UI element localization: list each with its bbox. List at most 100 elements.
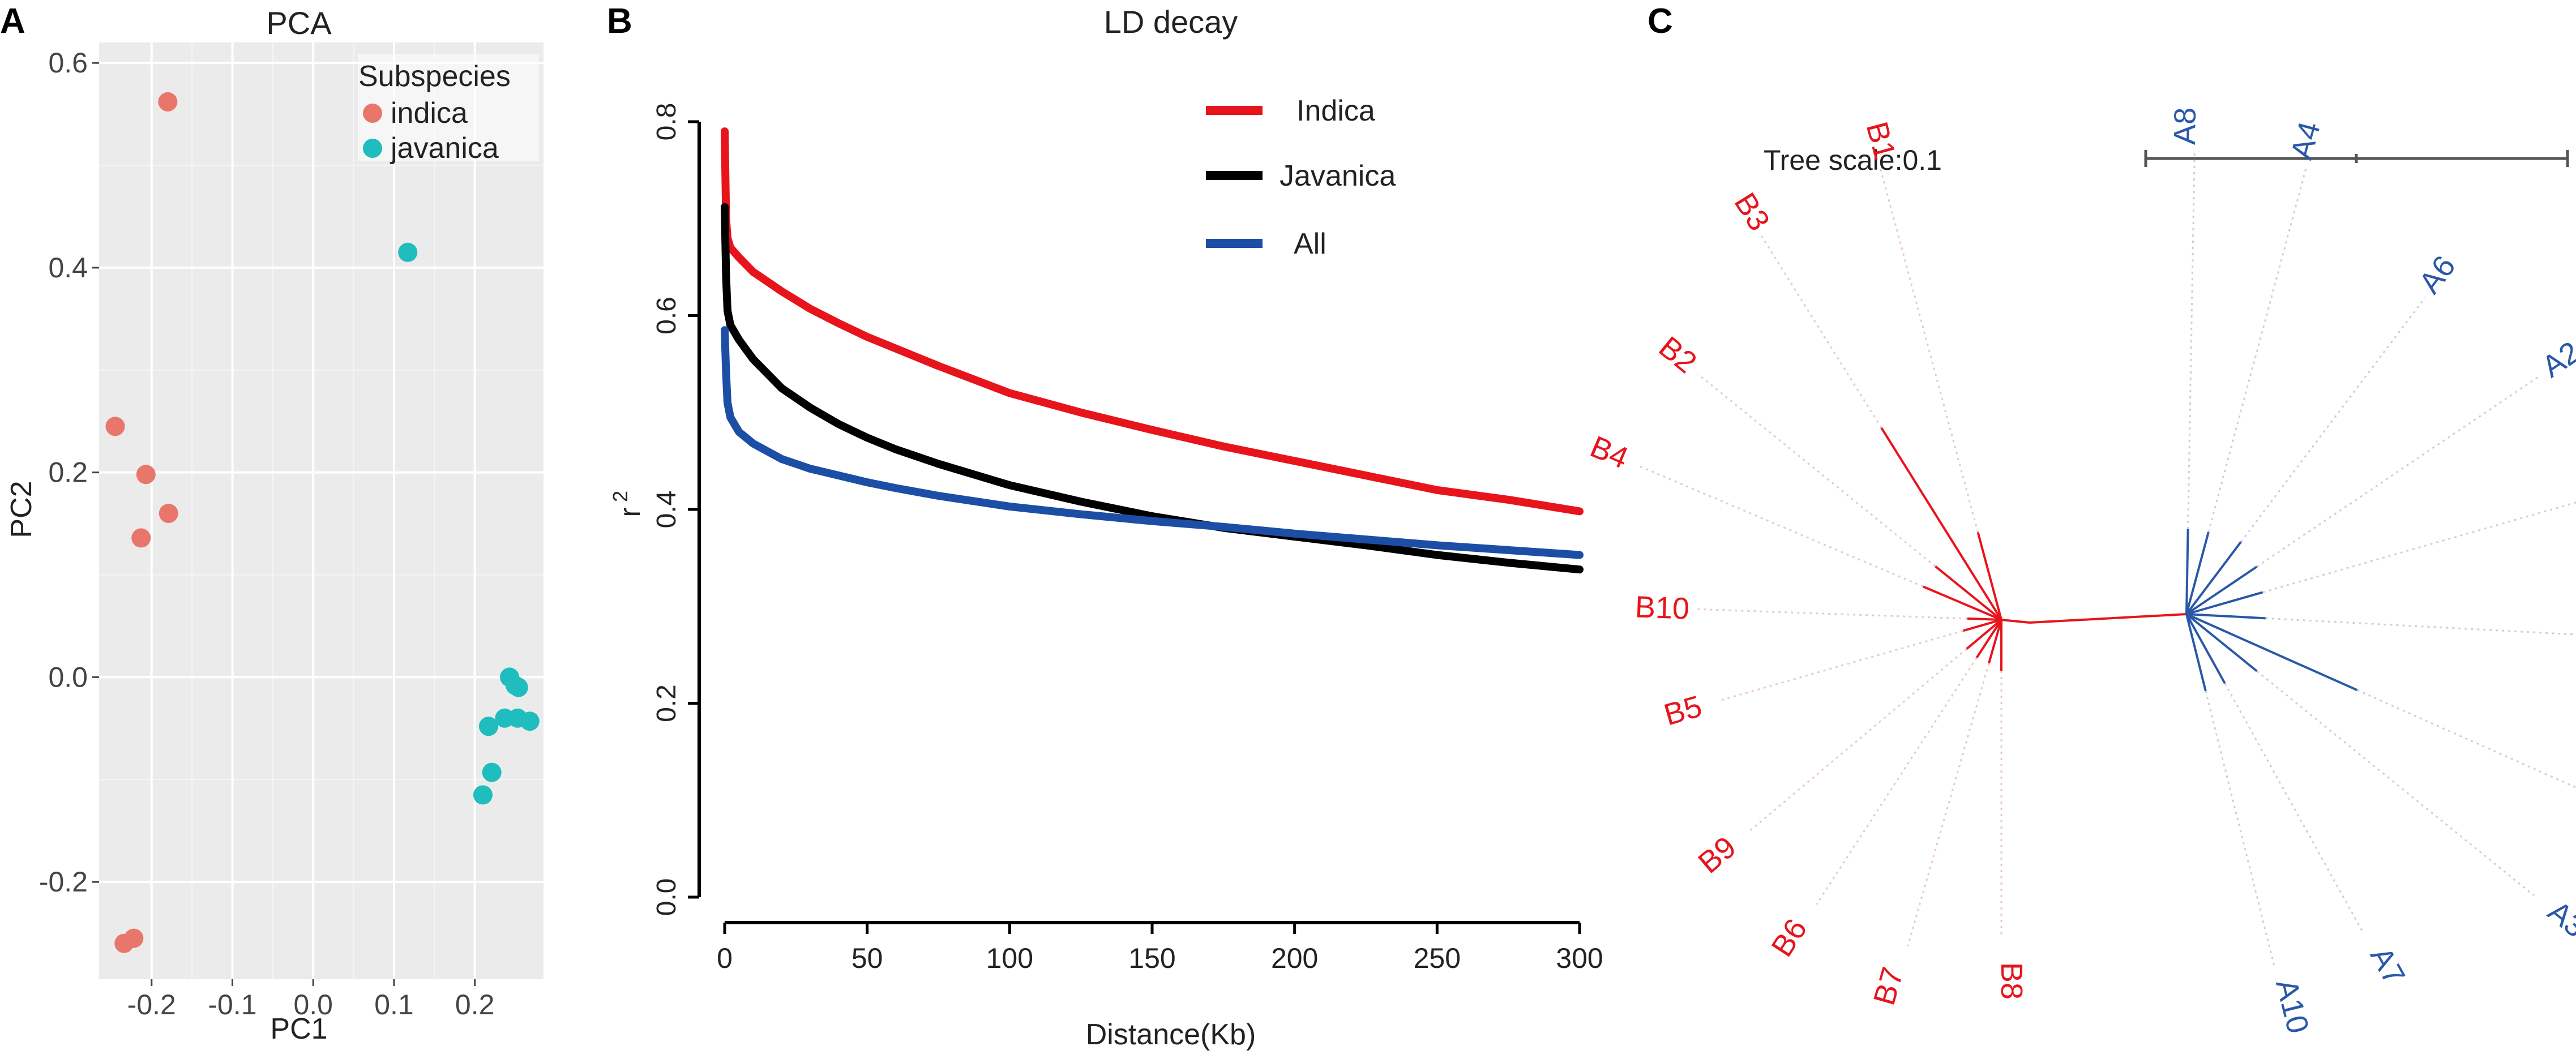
pca-y-tick-label: 0.6 [48, 47, 88, 79]
tree-leaf-guide [2262, 501, 2576, 593]
ld-y-axis-label: r 2 [609, 491, 647, 517]
pca-legend-title: Subspecies [358, 60, 511, 93]
pca-legend-box [358, 54, 539, 161]
tree-branch-a [2185, 613, 2258, 672]
tree-branch-b [1988, 619, 2002, 664]
tree-leaf-guide [1718, 629, 1964, 702]
pca-x-tick-label: -0.1 [208, 989, 256, 1021]
pca-point-javanica [482, 762, 502, 782]
tree-branch-b-internal [2001, 619, 2030, 624]
tree-leaf-guide [2256, 670, 2535, 897]
legend-javanica-marker [363, 139, 382, 158]
tree-leaf-label: B6 [1765, 913, 1813, 963]
ld-line-indica [721, 127, 1584, 516]
tree-leaf-guide [2207, 165, 2308, 533]
tree-branch-a [2185, 531, 2210, 615]
tree-leaf-guide [1697, 373, 1936, 567]
ld-line-javanica [721, 203, 1584, 574]
ld-y-tick-label: 0.0 [652, 878, 682, 916]
tree-branch-b [1975, 619, 2002, 659]
tree-leaf-label: A8 [2168, 107, 2202, 145]
tree-leaf-guide [1907, 663, 1990, 947]
pca-point-indica [159, 504, 178, 524]
tree-branch-a [2185, 565, 2258, 615]
ld-x-tick-label: 250 [1414, 942, 1461, 974]
tree-leaf-label: B2 [1653, 330, 1703, 380]
panel-b-label: B [607, 2, 632, 41]
tree-branch-a [2186, 613, 2266, 620]
pca-y-tick-label: 0.2 [48, 457, 88, 488]
pca-legend: Subspecies indica javanica [358, 54, 539, 165]
pca-x-axis-label: PC1 [270, 1013, 327, 1045]
tree-central-branch [2029, 613, 2187, 624]
tree-branch-a [2185, 614, 2226, 684]
tree-branch-b [1967, 617, 2002, 621]
pca-x-tick-label: 0.1 [374, 989, 414, 1021]
panel-c-tree: C Tree scale:0.1 A8A4A6A2A5A9A1A3A7A10B1… [1585, 2, 2576, 1037]
tree-leaf-label: A7 [2364, 941, 2412, 991]
panel-a-label: A [0, 2, 25, 41]
ld-y-tick-label: 0.6 [652, 297, 682, 335]
tree-leaf-guide [1696, 608, 1968, 620]
tree-leaf-label: A2 [2536, 335, 2576, 384]
pca-grid [99, 42, 544, 979]
pca-title: PCA [266, 5, 332, 41]
tree-leaves: A8A4A6A2A5A9A1A3A7A10B1B3B2B4B10B5B9B6B7… [1585, 107, 2576, 1036]
tree-branches [1636, 150, 2576, 966]
ld-x-axis-label: Distance(Kb) [1086, 1018, 1256, 1051]
pca-point-javanica [508, 678, 528, 697]
tree-scale-label: Tree scale:0.1 [1764, 144, 1942, 176]
pca-point-indica [105, 417, 125, 436]
pca-y-tick-label: 0.4 [48, 252, 88, 284]
pca-point-javanica [398, 242, 418, 262]
ld-y-axis-label-base: r [614, 507, 647, 517]
tree-leaf-guide [2256, 376, 2539, 568]
ld-x-tick-label: 150 [1128, 942, 1175, 974]
ld-lines [721, 127, 1584, 574]
pca-x-tick-label: 0.0 [293, 989, 333, 1021]
ld-x-tick-label: 100 [986, 942, 1033, 974]
tree-leaf-label: B8 [1995, 962, 2029, 1000]
tree-leaf-label: B3 [1728, 187, 1777, 237]
tree-leaf-label: B9 [1692, 830, 1743, 880]
tree-leaf-guide [2240, 297, 2426, 543]
ld-y-tick-label: 0.4 [652, 491, 682, 529]
legend-javanica-label: javanica [390, 132, 499, 165]
pca-point-indica [158, 92, 178, 112]
legend-ld-javanica-label: Javanica [1280, 160, 1396, 192]
tree-leaf-guide [2356, 689, 2576, 788]
tree-branch-b [1976, 531, 2002, 620]
tree-leaf-label: B7 [1867, 963, 1910, 1009]
tree-leaf-guide [1878, 165, 1979, 533]
tree-branch-b [1880, 427, 2002, 621]
ld-axes: 0.0 0.2 0.4 0.6 0.8 0 50 100 150 200 250 300 [652, 103, 1603, 974]
tree-leaf-guide [2224, 683, 2363, 932]
tree-leaf-label: A3 [2541, 894, 2576, 944]
pca-point-indica [131, 528, 151, 548]
ld-line-all [721, 326, 1584, 559]
pca-ticks: -0.2 -0.1 0.0 0.1 0.2 -0.2 0.0 0.2 0.4 0.6 [39, 47, 495, 1021]
pca-y-tick-label: -0.2 [39, 866, 88, 898]
tree-leaf-guide [1636, 464, 1924, 588]
tree-scale-bar [2144, 150, 2569, 167]
ld-title: LD decay [1104, 4, 1238, 40]
pca-points [105, 92, 540, 953]
pca-point-indica [124, 928, 144, 948]
tree-leaf-guide [1749, 648, 1967, 831]
legend-ld-indica-label: Indica [1296, 95, 1375, 127]
pca-point-javanica [473, 785, 493, 805]
tree-branch-a [2185, 614, 2207, 692]
tree-branch-b [1966, 619, 2002, 650]
tree-leaf-label: B5 [1661, 689, 1706, 732]
ld-x-tick-label: 50 [851, 942, 883, 974]
pca-x-tick-label: 0.2 [455, 989, 495, 1021]
pca-x-tick-label: -0.2 [127, 989, 176, 1021]
tree-leaf-guide [2205, 691, 2275, 966]
ld-x-tick-label: 300 [1556, 942, 1603, 974]
tree-leaf-guide [2187, 150, 2196, 530]
tree-leaf-guide [1760, 235, 1882, 428]
pca-point-javanica [520, 711, 540, 731]
tree-leaf-guide [1815, 657, 1978, 906]
tree-leaf-label: B10 [1634, 590, 1690, 625]
